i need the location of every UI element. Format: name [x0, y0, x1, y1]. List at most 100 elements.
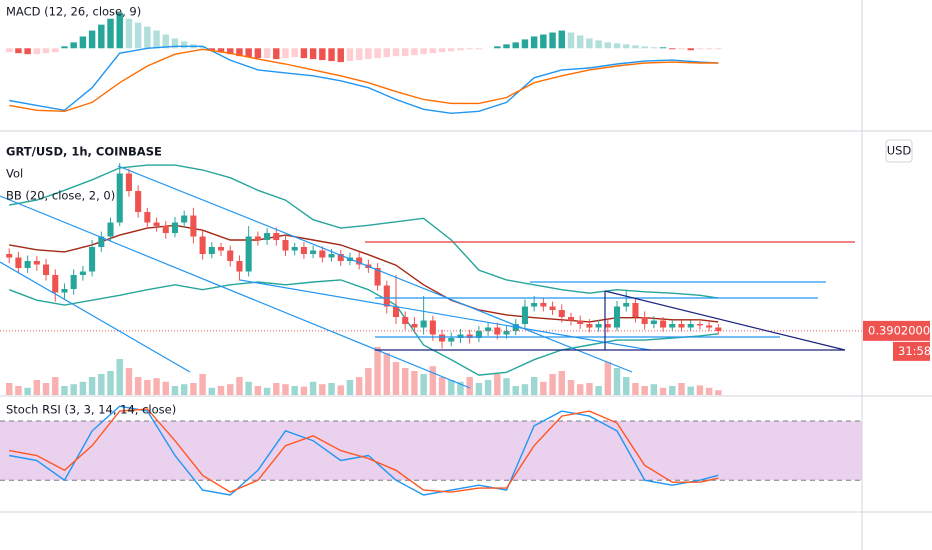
channel-line [239, 279, 651, 351]
histogram-bar [70, 42, 77, 49]
candle-body [227, 250, 234, 262]
volume-bar [383, 353, 391, 395]
histogram-bar [254, 48, 262, 59]
histogram-bar [475, 48, 483, 50]
volume-bar [273, 383, 280, 395]
volume-bar [300, 386, 308, 395]
volume-bar [411, 371, 418, 395]
histogram-bar [217, 48, 225, 53]
volume-bar [678, 383, 685, 395]
histogram-bar [236, 48, 243, 57]
volume-bar [604, 362, 612, 395]
volume-bar [15, 386, 22, 395]
volume-bar [623, 377, 630, 395]
candle-body [6, 254, 13, 258]
candle-body [300, 247, 307, 255]
histogram-bar [15, 48, 22, 54]
histogram-bar [199, 46, 206, 49]
histogram-bar [678, 48, 685, 50]
volume-bar [263, 387, 271, 395]
histogram-bar [107, 18, 114, 49]
candle-body [144, 212, 151, 223]
volume-bar [116, 359, 123, 395]
candle-body [650, 320, 657, 325]
volume-bar [319, 384, 326, 395]
candle-body [135, 191, 142, 213]
labels: 0.39020000 31:58 [863, 320, 932, 361]
candle-body [153, 222, 160, 227]
histogram-bar [604, 42, 612, 49]
histogram-bar [641, 46, 648, 49]
candle-body [549, 306, 556, 311]
candle-body [107, 222, 114, 237]
histogram-bar [715, 48, 722, 50]
volume-bar [309, 381, 317, 395]
candle-body [660, 320, 667, 328]
macd-title: MACD (12, 26, close, 9) [6, 5, 141, 19]
histogram-bar [411, 48, 418, 56]
histogram-bar [466, 48, 473, 50]
candle-body [485, 327, 492, 332]
volume-bar [586, 383, 593, 395]
histogram-bar [24, 48, 31, 55]
histogram-bar [383, 48, 391, 58]
last-price-box [863, 320, 930, 341]
candle-body [558, 310, 565, 318]
candle-body [586, 324, 593, 328]
drawings [0, 165, 855, 389]
histogram-bar [5, 48, 13, 53]
histogram-bar [328, 48, 335, 62]
candle-body [254, 236, 261, 241]
grid [0, 420, 862, 481]
histogram-bar [153, 30, 160, 49]
volume-bar [5, 383, 13, 395]
histogram-bar [448, 48, 455, 52]
candle-body [439, 334, 446, 342]
candle-body [466, 334, 473, 339]
candle-body [282, 240, 289, 251]
candle-body [457, 334, 464, 339]
volume-bar [355, 377, 363, 395]
histogram-bar [494, 46, 501, 49]
candle-body [540, 303, 547, 307]
candle-body [89, 247, 96, 272]
candle-body [392, 306, 400, 318]
volume-bar [33, 380, 41, 395]
histogram-bar [586, 38, 593, 49]
histogram-bar [669, 48, 676, 50]
volume-bar [705, 387, 713, 395]
volume-label: Vol [6, 167, 23, 181]
currency-label[interactable]: USD [887, 144, 912, 158]
candle-body [521, 306, 528, 325]
candle-body [356, 257, 363, 265]
currency-button[interactable] [885, 139, 913, 163]
histogram-bar [438, 48, 446, 53]
volume-bar [365, 368, 372, 395]
volume-bar [208, 387, 216, 395]
volume-bar [420, 374, 427, 395]
macd-line [9, 45, 719, 115]
candle-body [595, 324, 602, 328]
volume-bar [687, 386, 694, 395]
histogram-bar [576, 35, 584, 49]
volume-bar [346, 380, 354, 395]
candle-body [43, 264, 50, 276]
volume-bar [669, 386, 676, 395]
candle-body [310, 250, 317, 255]
volume-bar [484, 380, 492, 395]
volume-bar [337, 385, 344, 395]
histogram-bar [650, 47, 658, 49]
histogram-bar [42, 48, 50, 54]
candle-body [577, 320, 584, 325]
volume-bar [466, 377, 473, 395]
candle-body [623, 303, 630, 307]
histogram-bar [705, 48, 713, 50]
volume-bar [282, 384, 289, 395]
volume-bar [153, 378, 160, 395]
candle-body [715, 327, 722, 332]
histogram-bar [530, 36, 538, 49]
candle-body [264, 233, 271, 241]
candle-body [641, 317, 648, 325]
volume-bar [236, 377, 243, 395]
